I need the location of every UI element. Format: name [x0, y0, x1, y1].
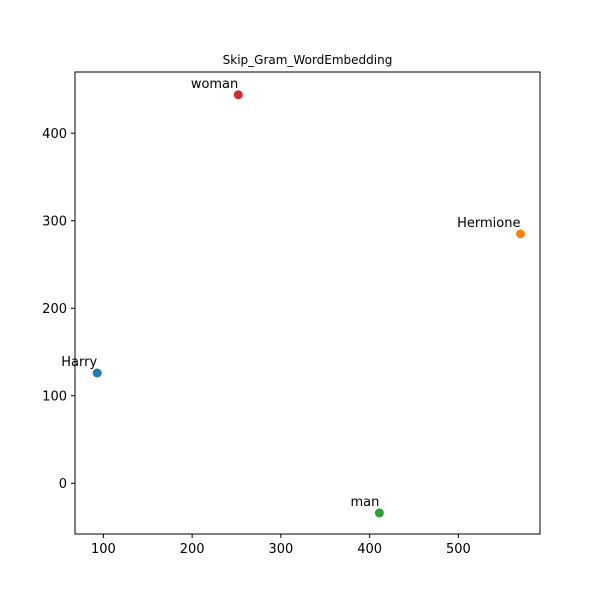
x-tick-label: 500: [446, 542, 471, 557]
y-tick-label: 300: [42, 214, 67, 229]
x-tick-label: 200: [180, 542, 205, 557]
data-points: Harry Hermione man woman: [61, 77, 525, 518]
x-axis: 100 200 300 400 500: [91, 534, 471, 557]
y-tick-label: 0: [59, 477, 67, 492]
point-hermione: [515, 229, 525, 239]
point-label-man: man: [351, 495, 380, 510]
y-tick-label: 400: [42, 127, 67, 142]
y-axis: 0 100 200 300 400: [42, 127, 75, 492]
point-woman: [233, 90, 243, 100]
point-man: [374, 508, 384, 518]
x-tick-label: 400: [357, 542, 382, 557]
chart-title: Skip_Gram_WordEmbedding: [223, 53, 393, 67]
point-label-woman: woman: [191, 77, 238, 92]
x-tick-label: 100: [91, 542, 116, 557]
plot-frame: [74, 71, 541, 535]
y-tick-label: 100: [42, 389, 67, 404]
point-harry: [92, 368, 102, 378]
point-label-hermione: Hermione: [457, 216, 520, 231]
point-label-harry: Harry: [61, 355, 97, 370]
x-tick-label: 300: [268, 542, 293, 557]
y-tick-label: 200: [42, 302, 67, 317]
